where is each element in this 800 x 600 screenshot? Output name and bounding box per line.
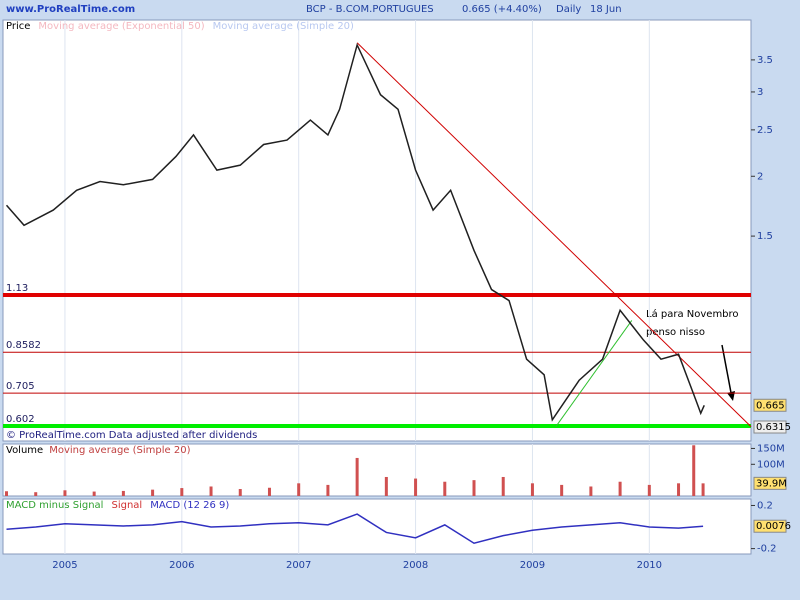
legend-entry: Signal xyxy=(111,500,142,511)
price-line xyxy=(5,42,705,422)
last-value-box xyxy=(753,398,787,412)
level-label: 1.13 xyxy=(6,283,28,294)
y-tick-label: 100M xyxy=(757,459,785,470)
y-tick-label: 2.5 xyxy=(757,125,773,136)
volume-bar xyxy=(92,491,96,496)
volume-bar xyxy=(677,483,681,496)
arrow xyxy=(721,344,733,399)
y-tick-label: 3.5 xyxy=(757,55,773,66)
y-tick-label: 150M xyxy=(757,443,785,454)
last-value-box xyxy=(753,476,787,490)
level-label: 0.705 xyxy=(6,381,35,392)
volume-bar xyxy=(618,481,622,496)
last-value-label: 39.9M xyxy=(756,478,787,489)
last-value-label: 0.665 xyxy=(756,400,785,411)
last-value-label: 0.0076 xyxy=(756,521,791,532)
legend-entry: MACD (12 26 9) xyxy=(150,500,229,511)
period: Daily xyxy=(556,4,581,15)
x-tick-label: 2009 xyxy=(520,560,545,571)
volume-bar xyxy=(472,480,476,496)
level-label: 0.8582 xyxy=(6,340,41,351)
x-tick-label: 2005 xyxy=(52,560,77,571)
price-line xyxy=(6,513,704,545)
title: BCP - B.COM.PORTUGUES xyxy=(306,4,434,15)
volume-bar xyxy=(589,486,593,496)
y-tick-label: -0.2 xyxy=(757,544,777,555)
legend-entry: Price xyxy=(6,21,30,32)
last-value-box xyxy=(753,420,787,434)
legend-entry: Moving average (Exponential 50) xyxy=(38,21,204,32)
y-tick-label: 2 xyxy=(757,171,763,182)
y-tick-label: 0.2 xyxy=(757,500,773,511)
volume-bar xyxy=(151,489,155,496)
volume-bar xyxy=(238,489,242,496)
y-tick-label: 3 xyxy=(757,87,763,98)
quote: 0.665 (+4.40%) xyxy=(462,4,542,15)
legend-entry: Moving average (Simple 20) xyxy=(213,21,354,32)
volume-bar xyxy=(63,490,67,496)
x-tick-label: 2006 xyxy=(169,560,194,571)
x-tick-label: 2010 xyxy=(637,560,662,571)
annotation: Lá para Novembro xyxy=(646,308,739,320)
volume-bar xyxy=(384,476,388,496)
legend-entry: Volume xyxy=(6,445,43,456)
last-value-label: 0.6315 xyxy=(756,422,791,433)
last-value-box xyxy=(753,519,787,533)
volume-bar xyxy=(5,491,9,496)
volume-bar xyxy=(121,490,125,496)
volume-bar xyxy=(414,478,418,496)
volume-panel xyxy=(2,443,752,497)
site[interactable]: www.ProRealTime.com xyxy=(6,4,135,15)
trend-line xyxy=(356,42,752,428)
date: 18 Jun xyxy=(590,4,622,15)
x-tick-label: 2007 xyxy=(286,560,311,571)
trend-line xyxy=(555,320,633,427)
volume-bar xyxy=(560,484,564,496)
legend-entry: Moving average (Simple 20) xyxy=(49,445,190,456)
legend-entry: MACD minus Signal xyxy=(6,500,103,511)
volume-bar xyxy=(701,483,705,496)
volume-bar xyxy=(297,483,301,496)
volume-bar xyxy=(180,488,184,496)
volume-bar xyxy=(692,445,696,496)
volume-bar xyxy=(443,481,447,496)
volume-bar xyxy=(34,492,38,496)
volume-bar xyxy=(355,457,359,496)
copyright: © ProRealTime.com Data adjusted after di… xyxy=(6,430,257,441)
level-label: 0.602 xyxy=(6,414,35,425)
volume-bar xyxy=(530,483,534,496)
x-tick-label: 2008 xyxy=(403,560,428,571)
y-tick-label: 1.5 xyxy=(757,231,773,242)
annotation: penso nisso xyxy=(646,327,705,338)
volume-bar xyxy=(209,486,213,496)
volume-bar xyxy=(326,484,330,496)
volume-bar xyxy=(267,487,271,496)
price-panel xyxy=(2,19,752,442)
volume-bar xyxy=(501,476,505,496)
volume-bar xyxy=(647,484,651,496)
